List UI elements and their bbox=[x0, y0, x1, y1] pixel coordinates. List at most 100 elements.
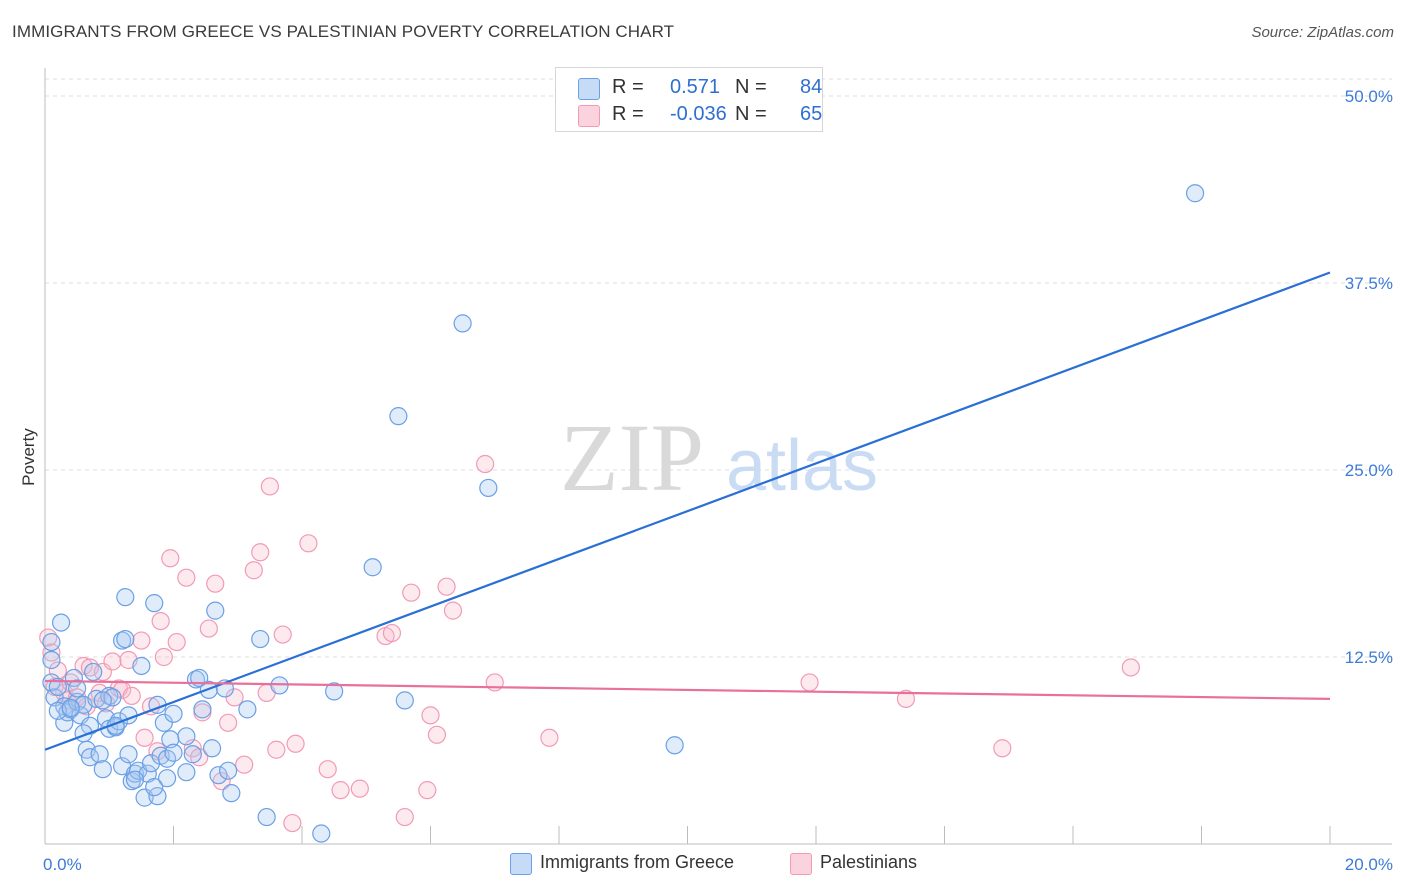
watermark-zip: ZIP bbox=[560, 404, 704, 511]
x-tick-label: 20.0% bbox=[1345, 855, 1393, 874]
legend-n-label: N = bbox=[735, 103, 767, 125]
data-point bbox=[1121, 658, 1140, 677]
data-point bbox=[157, 769, 177, 788]
data-point bbox=[273, 625, 292, 644]
data-point bbox=[183, 745, 202, 764]
axes bbox=[44, 68, 1392, 845]
data-point bbox=[206, 574, 225, 593]
data-point bbox=[122, 686, 141, 705]
data-point bbox=[61, 698, 80, 717]
legend-swatch-palestinians bbox=[578, 105, 600, 127]
data-point bbox=[395, 691, 414, 710]
legend-r-value: 0.571 bbox=[670, 76, 721, 98]
tick-labels: 12.5% 25.0% 37.5% 50.0% 0.0% 20.0% bbox=[43, 87, 1393, 874]
source-label: Source: ZipAtlas.com bbox=[1251, 24, 1394, 41]
watermark: ZIP atlas bbox=[560, 404, 878, 511]
data-point bbox=[161, 549, 180, 568]
data-point bbox=[51, 613, 71, 632]
data-point bbox=[93, 691, 112, 710]
data-point bbox=[132, 656, 151, 676]
trend-lines bbox=[44, 271, 1331, 751]
bottom-legend-swatch-palestinians bbox=[790, 853, 812, 875]
data-point bbox=[193, 700, 212, 719]
data-point bbox=[48, 677, 67, 697]
y-tick-label: 12.5% bbox=[1345, 648, 1393, 667]
data-point bbox=[251, 629, 270, 649]
data-point bbox=[132, 631, 151, 650]
data-point bbox=[125, 770, 145, 789]
data-point bbox=[993, 739, 1012, 758]
data-point bbox=[267, 740, 286, 759]
data-point bbox=[235, 755, 254, 774]
bottom-legend-label: Palestinians bbox=[820, 852, 918, 872]
data-point bbox=[177, 727, 196, 746]
data-point bbox=[299, 534, 318, 553]
data-point bbox=[209, 766, 228, 785]
correlation-legend: R = 0.571 N = 84 R = -0.036 N = 65 bbox=[555, 67, 823, 132]
data-point bbox=[325, 682, 344, 701]
data-point bbox=[427, 725, 447, 744]
data-point bbox=[222, 784, 241, 803]
trend-line bbox=[44, 679, 1331, 700]
data-point bbox=[145, 594, 164, 613]
bottom-legend-swatch-greece bbox=[510, 853, 532, 875]
data-point bbox=[116, 588, 135, 607]
data-point bbox=[421, 706, 440, 725]
bottom-legend-label: Immigrants from Greece bbox=[540, 852, 735, 872]
data-point bbox=[202, 739, 222, 758]
data-point bbox=[418, 781, 437, 800]
data-point bbox=[665, 736, 684, 755]
legend-r-label: R = bbox=[612, 103, 644, 125]
data-point bbox=[800, 673, 819, 692]
data-point bbox=[1185, 184, 1205, 203]
y-tick-label: 25.0% bbox=[1345, 461, 1393, 480]
data-point bbox=[251, 543, 270, 562]
data-point bbox=[219, 761, 238, 780]
chart-title: IMMIGRANTS FROM GREECE VS PALESTINIAN PO… bbox=[12, 22, 675, 41]
data-point bbox=[453, 314, 472, 333]
data-point bbox=[177, 763, 196, 782]
data-point bbox=[382, 623, 402, 643]
data-point bbox=[103, 652, 122, 671]
data-point bbox=[443, 601, 463, 620]
data-point bbox=[42, 643, 61, 662]
trend-line bbox=[44, 271, 1331, 751]
legend-n-value: 84 bbox=[800, 76, 823, 98]
data-point bbox=[68, 679, 87, 698]
x-tick-label: 0.0% bbox=[43, 855, 82, 874]
data-point bbox=[74, 656, 93, 676]
data-point bbox=[257, 807, 276, 827]
data-point bbox=[135, 728, 154, 747]
data-point bbox=[199, 619, 218, 638]
data-point bbox=[164, 743, 183, 762]
data-point bbox=[540, 728, 559, 747]
data-point bbox=[177, 568, 196, 587]
data-point bbox=[84, 662, 103, 682]
legend-r-label: R = bbox=[612, 76, 644, 98]
data-point bbox=[164, 704, 183, 723]
series-palestinians-points bbox=[39, 454, 1140, 833]
data-point bbox=[363, 558, 382, 577]
data-point bbox=[151, 611, 170, 631]
data-point bbox=[260, 477, 279, 496]
data-point bbox=[331, 781, 350, 800]
data-point bbox=[116, 629, 135, 649]
y-axis-label: Poverty bbox=[19, 428, 38, 486]
data-point bbox=[389, 407, 408, 426]
legend-n-value: 65 bbox=[800, 103, 823, 125]
data-point bbox=[476, 454, 495, 474]
data-point bbox=[125, 764, 145, 783]
data-point bbox=[350, 779, 369, 798]
y-tick-label: 37.5% bbox=[1345, 274, 1393, 293]
data-point bbox=[479, 478, 498, 498]
data-point bbox=[93, 760, 112, 779]
legend-swatch-greece bbox=[578, 78, 600, 100]
data-point bbox=[270, 676, 289, 695]
data-point bbox=[896, 689, 916, 708]
data-point bbox=[286, 734, 305, 753]
data-point bbox=[206, 601, 225, 620]
data-point bbox=[42, 632, 61, 652]
data-point bbox=[90, 745, 109, 764]
legend-r-value: -0.036 bbox=[670, 103, 727, 125]
